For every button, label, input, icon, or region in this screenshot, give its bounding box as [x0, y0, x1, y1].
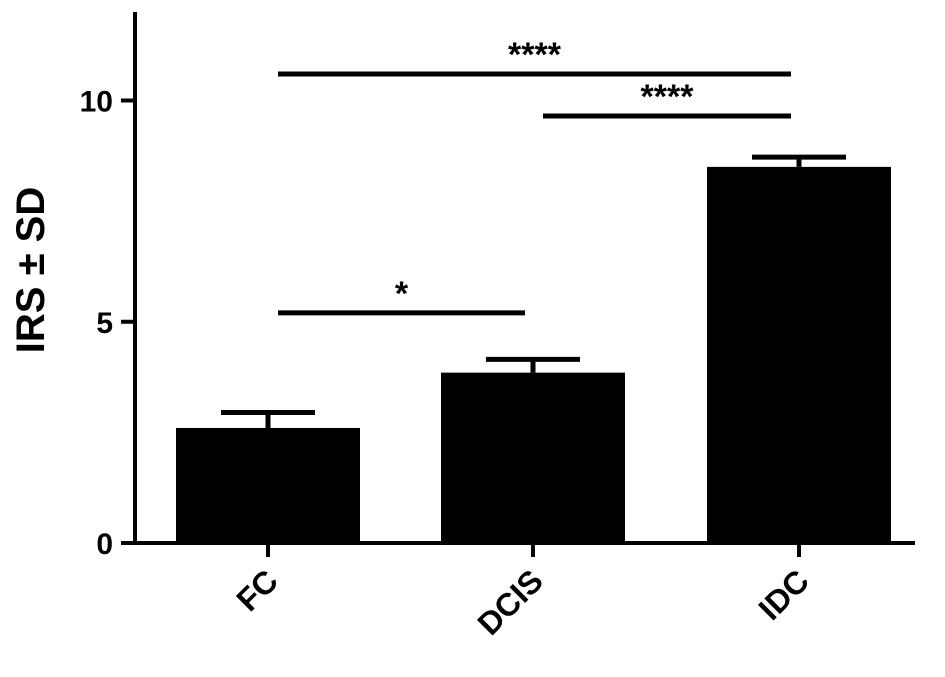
y-tick-label: 0 [96, 528, 113, 561]
y-tick-label: 5 [96, 307, 113, 340]
bar-dcis [441, 372, 625, 543]
y-ticks: 0 5 10 [80, 86, 135, 561]
bars-layer [176, 154, 891, 543]
significance-label: * [395, 275, 409, 313]
bar-idc [707, 166, 891, 543]
bar-fc [176, 427, 360, 543]
x-tick-label-idc: IDC [752, 562, 816, 626]
significance-layer: ********* [278, 36, 791, 316]
significance-label: **** [641, 78, 695, 116]
y-axis-title: IRS ± SD [9, 187, 53, 353]
x-tick-label-fc: FC [229, 562, 285, 618]
significance-label: **** [508, 36, 562, 74]
x-ticks: FC DCIS IDC [229, 543, 816, 642]
x-tick-label-dcis: DCIS [470, 562, 550, 642]
y-tick-label: 10 [80, 86, 113, 119]
